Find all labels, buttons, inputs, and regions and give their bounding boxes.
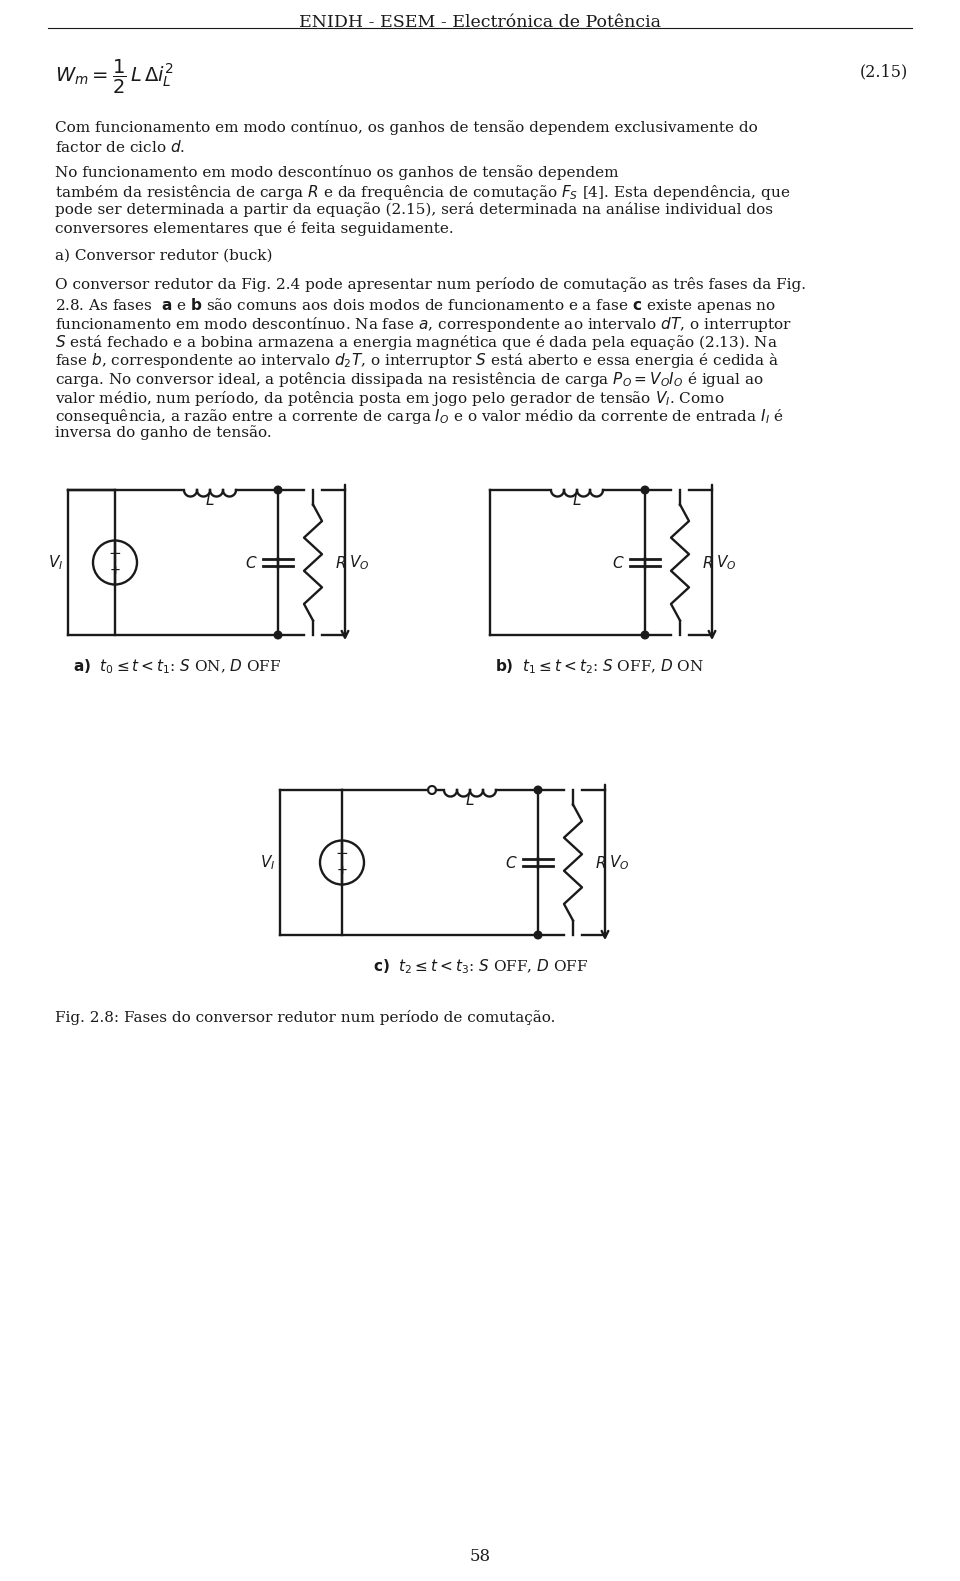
Text: $R$: $R$ bbox=[335, 555, 347, 571]
Text: carga. No conversor ideal, a potência dissipada na resistência de carga $P_O = V: carga. No conversor ideal, a potência di… bbox=[55, 370, 764, 389]
Circle shape bbox=[275, 631, 282, 639]
Text: $\mathbf{c)}$  $t_2{\leq}t{<}t_3$: $S$ OFF, $D$ OFF: $\mathbf{c)}$ $t_2{\leq}t{<}t_3$: $S$ OF… bbox=[372, 957, 588, 975]
Text: conversores elementares que é feita seguidamente.: conversores elementares que é feita segu… bbox=[55, 220, 454, 236]
Circle shape bbox=[641, 487, 649, 493]
Text: $\mathbf{a)}$  $t_0{\leq}t{<}t_1$: $S$ ON, $D$ OFF: $\mathbf{a)}$ $t_0{\leq}t{<}t_1$: $S$ ON… bbox=[73, 658, 281, 675]
Text: consequência, a razão entre a corrente de carga $I_O$ e o valor médio da corrent: consequência, a razão entre a corrente d… bbox=[55, 406, 784, 425]
Text: $V_O$: $V_O$ bbox=[716, 553, 736, 572]
Text: $V_I$: $V_I$ bbox=[48, 553, 63, 572]
Text: $R$: $R$ bbox=[595, 854, 606, 871]
Text: ENIDH - ESEM - Electrónica de Potência: ENIDH - ESEM - Electrónica de Potência bbox=[299, 14, 661, 32]
Text: pode ser determinada a partir da equação (2.15), será determinada na análise ind: pode ser determinada a partir da equação… bbox=[55, 202, 773, 217]
Text: funcionamento em modo descontínuo. Na fase $a$, correspondente ao intervalo $dT$: funcionamento em modo descontínuo. Na fa… bbox=[55, 315, 792, 334]
Text: $L$: $L$ bbox=[466, 792, 475, 808]
Text: No funcionamento em modo descontínuo os ganhos de tensão dependem: No funcionamento em modo descontínuo os … bbox=[55, 164, 618, 180]
Text: $C$: $C$ bbox=[505, 854, 518, 871]
Text: $C$: $C$ bbox=[246, 555, 258, 571]
Text: $R$: $R$ bbox=[702, 555, 713, 571]
Text: inversa do ganho de tensão.: inversa do ganho de tensão. bbox=[55, 425, 272, 441]
Text: Com funcionamento em modo contínuo, os ganhos de tensão dependem exclusivamente : Com funcionamento em modo contínuo, os g… bbox=[55, 120, 757, 134]
Text: $V_O$: $V_O$ bbox=[609, 854, 630, 871]
Text: 58: 58 bbox=[469, 1548, 491, 1565]
Text: O conversor redutor da Fig. 2.4 pode apresentar num período de comutação as três: O conversor redutor da Fig. 2.4 pode apr… bbox=[55, 278, 806, 292]
Text: $V_O$: $V_O$ bbox=[349, 553, 370, 572]
Text: $L$: $L$ bbox=[572, 492, 582, 508]
Text: $\mathbf{b)}$  $t_1{\leq}t{<}t_2$: $S$ OFF, $D$ ON: $\mathbf{b)}$ $t_1{\leq}t{<}t_2$: $S$ OF… bbox=[495, 658, 704, 675]
Circle shape bbox=[534, 931, 541, 939]
Text: valor médio, num período, da potência posta em jogo pelo gerador de tensão $V_I$: valor médio, num período, da potência po… bbox=[55, 389, 725, 408]
Text: $V_I$: $V_I$ bbox=[260, 854, 275, 871]
Text: $W_m = \dfrac{1}{2}\,L\,\Delta i_L^2$: $W_m = \dfrac{1}{2}\,L\,\Delta i_L^2$ bbox=[55, 58, 174, 96]
Text: a) Conversor redutor (buck): a) Conversor redutor (buck) bbox=[55, 248, 273, 262]
Text: (2.15): (2.15) bbox=[860, 63, 908, 81]
Circle shape bbox=[534, 786, 541, 794]
Text: factor de ciclo $d$.: factor de ciclo $d$. bbox=[55, 139, 185, 155]
Text: Fig. 2.8: Fases do conversor redutor num período de comutação.: Fig. 2.8: Fases do conversor redutor num… bbox=[55, 1010, 556, 1024]
Text: $L$: $L$ bbox=[205, 492, 215, 508]
Text: $C$: $C$ bbox=[612, 555, 625, 571]
Text: também da resistência de carga $R$ e da frequência de comutação $F_S$ [4]. Esta : também da resistência de carga $R$ e da … bbox=[55, 183, 790, 202]
Text: 2.8. As fases  $\mathbf{a}$ e $\mathbf{b}$ são comuns aos dois modos de funciona: 2.8. As fases $\mathbf{a}$ e $\mathbf{b}… bbox=[55, 296, 777, 315]
Text: +: + bbox=[337, 863, 348, 877]
Text: fase $b$, correspondente ao intervalo $d_2T$, o interruptor $S$ está aberto e es: fase $b$, correspondente ao intervalo $d… bbox=[55, 351, 779, 370]
Text: $S$ está fechado e a bobina armazena a energia magnética que é dada pela equação: $S$ está fechado e a bobina armazena a e… bbox=[55, 334, 778, 353]
Text: +: + bbox=[109, 564, 121, 577]
Text: −: − bbox=[336, 846, 348, 860]
Text: −: − bbox=[108, 547, 121, 561]
Circle shape bbox=[641, 631, 649, 639]
Circle shape bbox=[275, 487, 282, 493]
